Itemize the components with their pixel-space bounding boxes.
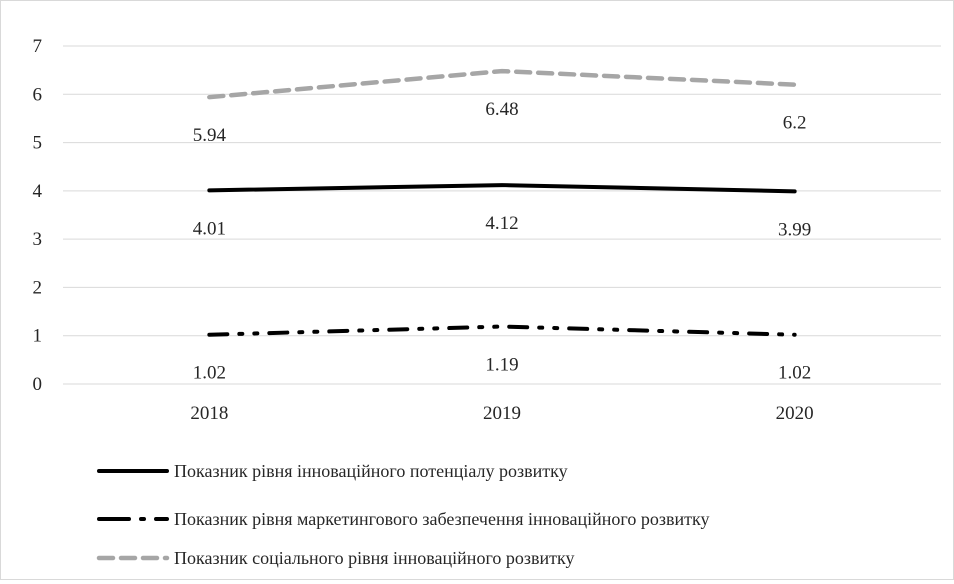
series-line: [207, 324, 797, 337]
data-labels: 4.01 4.12 3.99 1.02 1.19 1.02 5.94 6.48 6.2: [193, 99, 812, 384]
data-label: 6.2: [783, 113, 807, 134]
legend-label: Показник соціального рівня інноваційного…: [174, 548, 574, 568]
y-axis-ticks: 0 1 2 3 4 5 6 7: [33, 36, 43, 395]
y-tick-label: 6: [33, 84, 43, 105]
data-label: 1.02: [193, 363, 226, 384]
y-tick-label: 4: [33, 181, 43, 202]
legend: Показник рівня інноваційного потенціалу …: [96, 461, 709, 568]
y-tick-label: 2: [33, 277, 43, 298]
y-tick-label: 3: [33, 229, 43, 250]
legend-label: Показник рівня інноваційного потенціалу …: [174, 461, 568, 481]
x-tick-label: 2020: [776, 403, 814, 424]
legend-label: Показник рівня маркетингового забезпечен…: [174, 509, 709, 529]
x-tick-label: 2019: [483, 403, 521, 424]
series-lines: [207, 68, 797, 337]
y-tick-label: 7: [33, 36, 43, 57]
series-line: [207, 183, 797, 194]
x-tick-label: 2018: [190, 403, 228, 424]
data-label: 3.99: [778, 219, 811, 240]
data-label: 4.12: [485, 213, 518, 234]
x-axis-ticks: 2018 2019 2020: [190, 403, 813, 424]
series-line: [207, 68, 797, 100]
data-label: 6.48: [485, 99, 518, 120]
data-label: 4.01: [193, 218, 226, 239]
data-label: 5.94: [193, 125, 227, 146]
y-tick-label: 5: [33, 133, 43, 154]
y-tick-label: 0: [33, 374, 43, 395]
y-tick-label: 1: [33, 326, 43, 347]
data-label: 1.19: [485, 355, 518, 376]
data-label: 1.02: [778, 363, 811, 384]
